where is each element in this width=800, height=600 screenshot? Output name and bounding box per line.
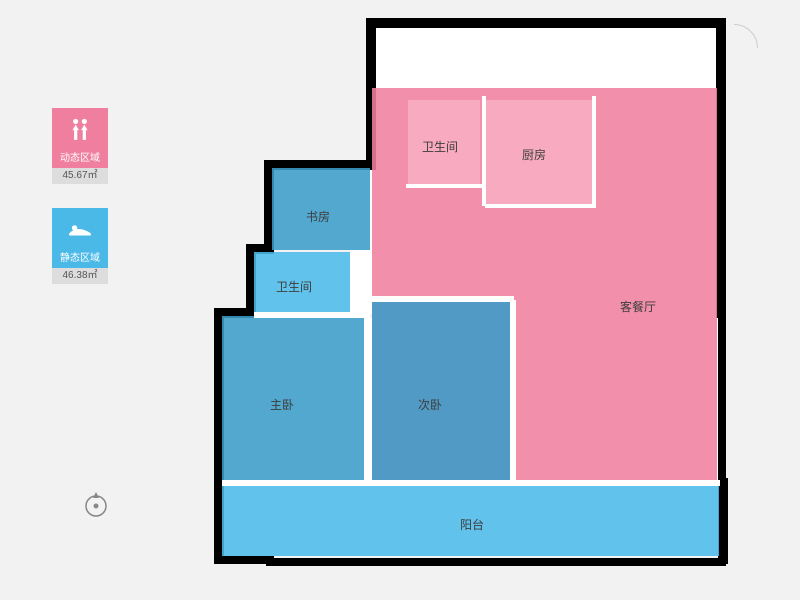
legend-label-static: 静态区域 <box>52 250 108 268</box>
bed-icon <box>67 216 93 242</box>
people-icon <box>67 116 93 142</box>
legend-area-dynamic: 45.67㎡ <box>52 168 108 184</box>
room-label-living: 客餐厅 <box>620 298 656 315</box>
partition <box>592 96 596 208</box>
room-label-bath2: 卫生间 <box>276 278 312 295</box>
wall-segment <box>266 558 726 566</box>
legend-panel: 动态区域 45.67㎡ 静态区域 46.38㎡ <box>52 108 108 308</box>
wall-segment <box>366 18 376 94</box>
legend-icon-dynamic <box>52 108 108 150</box>
room-second <box>372 300 510 480</box>
room-label-second: 次卧 <box>418 396 442 413</box>
partition <box>368 296 514 302</box>
wall-segment <box>366 18 726 28</box>
compass-icon <box>82 490 110 518</box>
legend-area-static: 46.38㎡ <box>52 268 108 284</box>
partition <box>364 314 370 480</box>
floorplan: 客餐厅厨房卫生间书房卫生间主卧次卧阳台 <box>210 18 750 578</box>
room-label-master: 主卧 <box>270 396 294 413</box>
partition <box>222 480 720 486</box>
wall-segment <box>718 478 728 564</box>
room-label-balcony: 阳台 <box>460 516 484 533</box>
partition <box>368 250 372 314</box>
partition <box>482 96 486 206</box>
partition <box>406 184 484 188</box>
room-label-study: 书房 <box>306 208 330 225</box>
partition <box>510 300 516 480</box>
partition <box>485 204 595 208</box>
room-label-kitchen: 厨房 <box>522 146 546 163</box>
legend-label-dynamic: 动态区域 <box>52 150 108 168</box>
partition <box>350 250 372 254</box>
legend-icon-static <box>52 208 108 250</box>
room-label-bath1: 卫生间 <box>422 138 458 155</box>
partition <box>254 312 370 318</box>
legend-group-static: 静态区域 46.38㎡ <box>52 208 108 284</box>
legend-group-dynamic: 动态区域 45.67㎡ <box>52 108 108 184</box>
